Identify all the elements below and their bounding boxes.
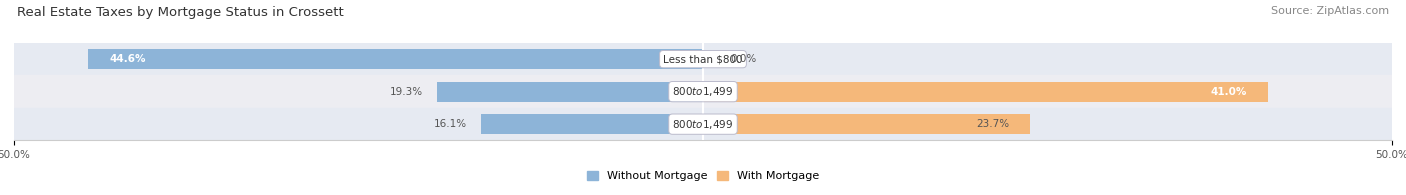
Bar <box>703 114 1029 134</box>
Bar <box>703 82 1268 102</box>
Bar <box>437 82 703 102</box>
Bar <box>14 108 1392 140</box>
Text: 19.3%: 19.3% <box>391 87 423 97</box>
Text: 44.6%: 44.6% <box>110 54 146 64</box>
Text: 16.1%: 16.1% <box>434 119 467 129</box>
Text: $800 to $1,499: $800 to $1,499 <box>672 85 734 98</box>
Legend: Without Mortgage, With Mortgage: Without Mortgage, With Mortgage <box>582 166 824 186</box>
Text: 23.7%: 23.7% <box>976 119 1010 129</box>
Text: Real Estate Taxes by Mortgage Status in Crossett: Real Estate Taxes by Mortgage Status in … <box>17 6 343 19</box>
Text: 41.0%: 41.0% <box>1211 87 1247 97</box>
Text: Less than $800: Less than $800 <box>664 54 742 64</box>
Text: 0.0%: 0.0% <box>731 54 756 64</box>
Text: Source: ZipAtlas.com: Source: ZipAtlas.com <box>1271 6 1389 16</box>
Bar <box>481 114 703 134</box>
Bar <box>89 49 703 69</box>
Bar <box>14 43 1392 75</box>
Bar <box>14 75 1392 108</box>
Text: $800 to $1,499: $800 to $1,499 <box>672 118 734 131</box>
